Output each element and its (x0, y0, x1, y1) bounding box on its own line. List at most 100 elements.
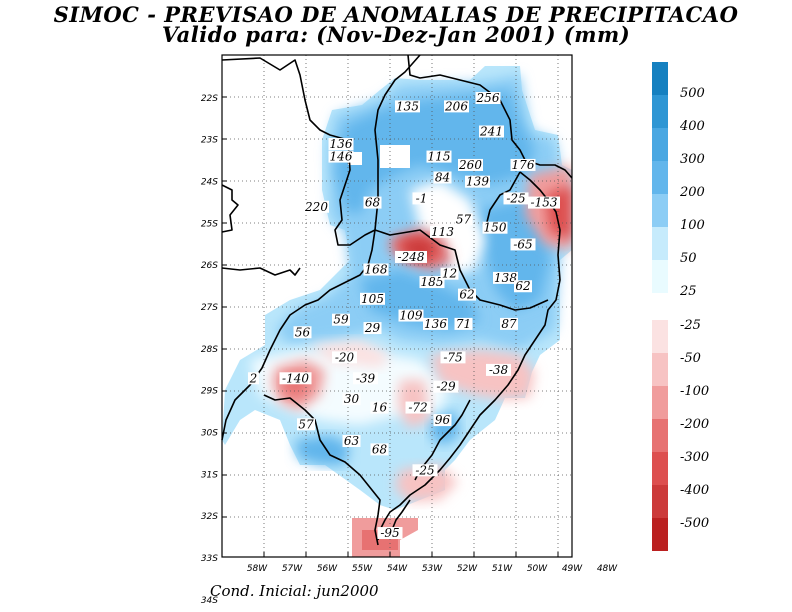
anomaly-label: -65 (513, 237, 532, 251)
anomaly-label: 59 (333, 313, 349, 327)
initial-condition-note: Cond. Inicial: jun2000 (210, 582, 379, 600)
anomaly-label-bg (328, 150, 354, 163)
legend-label-negative: -300 (680, 450, 709, 465)
anomaly-label: -29 (436, 380, 456, 394)
anomaly-label-bg (332, 313, 350, 326)
anomaly-label-bg (458, 288, 476, 301)
anomaly-label: -25 (506, 191, 525, 205)
lat-tick-25s: 25S (201, 219, 218, 229)
anomaly-label: 206 (444, 99, 468, 113)
anomaly-label-bg (279, 372, 312, 385)
legend-swatch-negative (652, 320, 668, 353)
lagoa-mirim (391, 499, 411, 531)
lon-tick-50w: 50W (527, 564, 548, 574)
legend-swatch-positive (652, 62, 668, 95)
anomaly-label-bg (293, 326, 312, 339)
legend-swatch-negative (652, 386, 668, 419)
anomaly-label: 56 (295, 325, 311, 339)
anomaly-label-bg (510, 238, 536, 251)
anomaly-label-bg (475, 92, 501, 105)
legend-swatch-negative (652, 452, 668, 485)
anomaly-label-bg (465, 175, 490, 188)
legend-swatch-negative (652, 518, 668, 551)
field-white-hole-1 (380, 145, 410, 168)
anomaly-label: 62 (515, 279, 530, 293)
anomaly-label: -75 (443, 350, 462, 364)
coastline-pr-sc (377, 171, 561, 541)
anomaly-label: 29 (364, 321, 381, 335)
legend-label-negative: -200 (680, 417, 709, 432)
anomaly-label: 87 (501, 317, 517, 331)
lat-tick-27s: 27S (201, 303, 218, 313)
anomaly-label-bg (363, 196, 382, 209)
lat-tick-34s: 34S (201, 596, 218, 606)
anomaly-label: 57 (456, 212, 472, 226)
legend-label-positive: 500 (680, 86, 705, 101)
anomaly-label: 260 (458, 158, 482, 172)
anomaly-label-bg (486, 363, 511, 376)
lon-tick-56w: 56W (317, 564, 338, 574)
anomaly-label-bg (412, 192, 431, 205)
anomaly-label: 185 (421, 275, 444, 289)
anomaly-label-bg (363, 263, 389, 276)
legend-swatch-positive (652, 260, 668, 293)
legend-label-positive: 200 (679, 185, 705, 200)
anomaly-label-bg (440, 267, 459, 280)
anomaly-label-bg (377, 527, 403, 540)
legend-label-positive: 300 (680, 152, 705, 167)
legend-label-positive: 25 (679, 284, 697, 299)
anomaly-label: -153 (531, 196, 558, 210)
anomaly-label-bg (500, 317, 518, 330)
legend-swatch-positive (652, 95, 668, 128)
anomaly-label: 146 (330, 150, 353, 164)
border-uruguay (263, 394, 381, 546)
anomaly-label: 138 (494, 271, 517, 285)
anomaly-label-bg (360, 292, 385, 305)
anomaly-label: -140 (282, 371, 309, 385)
anomaly-label-bg (482, 221, 508, 234)
anomaly-label-bg (454, 317, 473, 330)
anomaly-label: -38 (489, 363, 509, 377)
anomaly-label: 136 (330, 137, 353, 151)
lat-tick-32s: 32S (201, 512, 218, 522)
anomaly-label: 71 (456, 317, 471, 331)
anomaly-label: -20 (335, 350, 355, 364)
lon-tick-52w: 52W (457, 564, 478, 574)
anomaly-label-bg (395, 250, 427, 263)
anomaly-label-bg (248, 372, 259, 385)
anomaly-label: 12 (442, 267, 457, 281)
anomaly-label-bg (328, 138, 354, 151)
anomaly-label: 176 (512, 158, 535, 172)
anomaly-label: 135 (396, 99, 419, 113)
anomaly-label: 109 (400, 309, 423, 323)
lon-tick-49w: 49W (562, 564, 583, 574)
anomaly-label: 256 (476, 91, 500, 105)
lon-tick-48w: 48W (597, 564, 618, 574)
legend-label-positive: 400 (679, 119, 705, 134)
anomaly-label-bg (297, 418, 315, 431)
legend-swatch-positive (652, 194, 668, 227)
anomaly-label-bg (503, 192, 529, 205)
anomaly-label: 57 (298, 417, 314, 431)
anomaly-label-bg (440, 351, 466, 364)
anomaly-field (222, 66, 572, 557)
anomaly-label: 105 (361, 292, 384, 306)
anomaly-label-bg (342, 393, 361, 406)
anomaly-label-bg (398, 309, 424, 322)
tick-marks (222, 54, 559, 557)
anomaly-label: -248 (398, 250, 425, 264)
anomaly-label: -72 (408, 401, 427, 415)
lon-tick-53w: 53W (422, 564, 443, 574)
color-legend: 500 400 300 200 100 50 25 -25 -50 -100 -200 -300 -40… (652, 62, 709, 551)
lat-tick-26s: 26S (201, 261, 218, 271)
border-paraguay-west (221, 184, 239, 233)
lat-tick-22s: 22S (201, 94, 218, 104)
lon-tick-55w: 55W (352, 564, 373, 574)
map-frame (221, 54, 573, 558)
anomaly-label: 68 (365, 196, 381, 210)
anomaly-label-bg (423, 317, 448, 330)
anomaly-label: 115 (428, 150, 451, 164)
legend-swatch-positive (652, 128, 668, 161)
pr-sc-inner (484, 171, 521, 231)
